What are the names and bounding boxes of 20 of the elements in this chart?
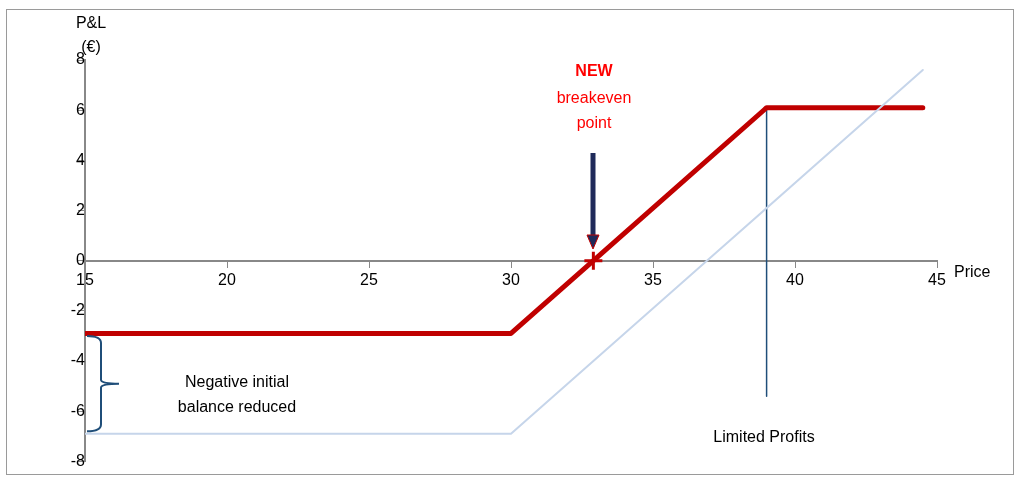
annotation: Negative initial balance reduced: [177, 373, 297, 416]
x-axis-title: Price: [954, 263, 991, 281]
y-tick-label: 6: [76, 100, 86, 118]
x-tick-label: 35: [644, 270, 662, 288]
x-tick-label: 40: [786, 270, 804, 288]
y-tick-label: 0: [76, 251, 86, 269]
x-tick-label: 45: [928, 270, 946, 288]
x-tick-label: 20: [218, 270, 236, 288]
y-tick-label: -2: [70, 301, 86, 319]
x-tick-label: 25: [360, 270, 378, 288]
y-tick-label: -6: [70, 401, 86, 419]
annotation: NEW: [575, 62, 614, 80]
x-tick-label: 15: [76, 270, 94, 288]
y-tick-label: -8: [70, 451, 86, 469]
annotation: Limited Profits: [713, 428, 815, 446]
x-tick-label: 30: [502, 270, 520, 288]
y-tick-label: -4: [70, 351, 86, 369]
y-tick-label: 4: [76, 150, 86, 168]
y-tick-label: 2: [76, 200, 86, 218]
annotation: breakeven point: [556, 89, 632, 132]
